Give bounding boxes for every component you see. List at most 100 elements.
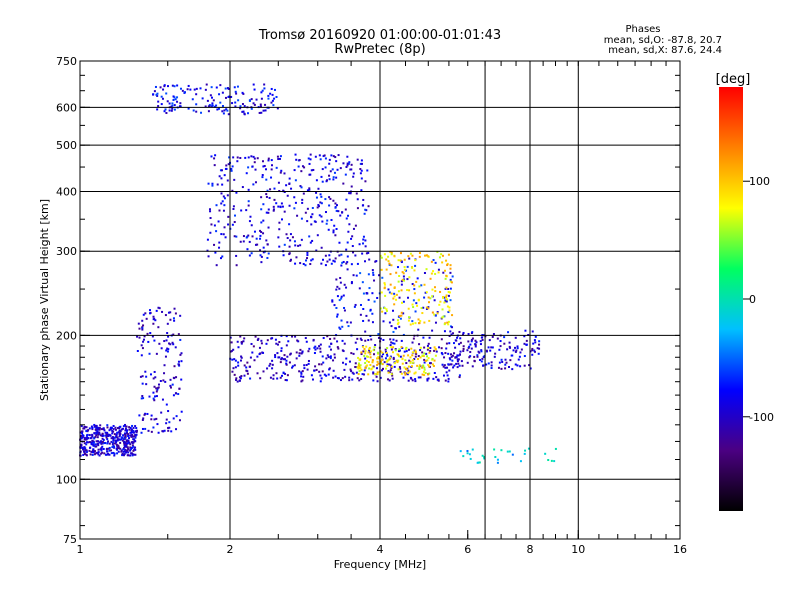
scatter-point	[280, 357, 283, 360]
scatter-point	[333, 337, 336, 340]
scatter-point	[327, 228, 330, 231]
scatter-point	[349, 321, 352, 324]
scatter-point	[307, 157, 310, 160]
scatter-point	[390, 341, 393, 344]
scatter-point	[397, 353, 400, 356]
scatter-point	[165, 349, 168, 352]
scatter-point	[247, 234, 250, 237]
scatter-point	[119, 447, 122, 450]
scatter-point	[389, 250, 392, 253]
scatter-point	[326, 260, 329, 263]
scatter-point	[307, 359, 310, 362]
scatter-point	[414, 355, 417, 358]
scatter-point	[309, 173, 312, 176]
scatter-point	[254, 335, 257, 338]
scatter-point	[177, 393, 180, 396]
scatter-point	[352, 352, 355, 355]
scatter-point	[442, 365, 445, 368]
scatter-point	[417, 376, 420, 379]
scatter-point	[494, 455, 497, 458]
scatter-point	[344, 208, 347, 211]
scatter-point	[363, 212, 366, 215]
scatter-point	[500, 358, 503, 361]
scatter-point	[221, 255, 224, 258]
scatter-point	[155, 390, 158, 393]
scatter-point	[514, 350, 517, 353]
scatter-point	[120, 438, 123, 441]
scatter-point	[121, 454, 124, 457]
scatter-point	[389, 364, 392, 367]
scatter-point	[393, 295, 396, 298]
scatter-point	[108, 433, 111, 436]
scatter-point	[263, 83, 266, 86]
scatter-point	[206, 99, 209, 102]
scatter-point	[131, 446, 134, 449]
scatter-point	[252, 102, 255, 105]
scatter-point	[306, 220, 309, 223]
scatter-point	[98, 454, 101, 457]
scatter-point	[267, 159, 270, 162]
scatter-point	[352, 274, 355, 277]
scatter-point	[199, 87, 202, 90]
scatter-point	[424, 359, 427, 362]
scatter-point	[245, 209, 248, 212]
scatter-point	[79, 445, 82, 448]
scatter-point	[455, 356, 458, 359]
scatter-point	[98, 427, 101, 430]
scatter-point	[191, 98, 194, 101]
scatter-point	[402, 312, 405, 315]
scatter-point	[179, 353, 182, 356]
scatter-point	[102, 427, 105, 430]
scatter-point	[553, 460, 556, 463]
scatter-point	[404, 367, 407, 370]
scatter-point	[367, 319, 370, 322]
scatter-point	[400, 346, 403, 349]
scatter-point	[426, 373, 429, 376]
scatter-point	[144, 312, 147, 315]
scatter-point	[247, 200, 250, 203]
y-tick-label: 200	[56, 329, 77, 342]
scatter-point	[298, 159, 301, 162]
scatter-point	[285, 363, 288, 366]
scatter-point	[504, 367, 507, 370]
scatter-point	[432, 259, 435, 262]
scatter-point	[407, 348, 410, 351]
scatter-point	[119, 425, 122, 428]
scatter-point	[301, 198, 304, 201]
scatter-point	[390, 325, 393, 328]
scatter-point	[422, 364, 425, 367]
scatter-point	[258, 111, 261, 114]
scatter-point	[538, 340, 541, 343]
scatter-point	[123, 443, 126, 446]
scatter-point	[150, 414, 153, 417]
scatter-point	[299, 262, 302, 265]
scatter-point	[231, 189, 234, 192]
scatter-point	[285, 344, 288, 347]
scatter-point	[157, 383, 160, 386]
scatter-point	[414, 380, 417, 383]
scatter-point	[364, 330, 367, 333]
scatter-point	[338, 299, 341, 302]
scatter-point	[368, 349, 371, 352]
scatter-point	[265, 195, 268, 198]
scatter-point	[406, 289, 409, 292]
scatter-point	[220, 233, 223, 236]
scatter-point	[130, 435, 133, 438]
scatter-point	[411, 354, 414, 357]
scatter-point	[360, 353, 363, 356]
scatter-point	[266, 367, 269, 370]
scatter-point	[449, 271, 452, 274]
scatter-point	[91, 428, 94, 431]
scatter-point	[370, 338, 373, 341]
scatter-point	[440, 338, 443, 341]
scatter-point	[334, 375, 337, 378]
scatter-point	[360, 169, 363, 172]
scatter-point	[227, 113, 230, 116]
scatter-point	[248, 240, 251, 243]
scatter-point	[245, 366, 248, 369]
scatter-point	[180, 352, 183, 355]
scatter-point	[91, 441, 94, 444]
scatter-point	[367, 339, 370, 342]
scatter-point	[90, 436, 93, 439]
scatter-point	[348, 360, 351, 363]
